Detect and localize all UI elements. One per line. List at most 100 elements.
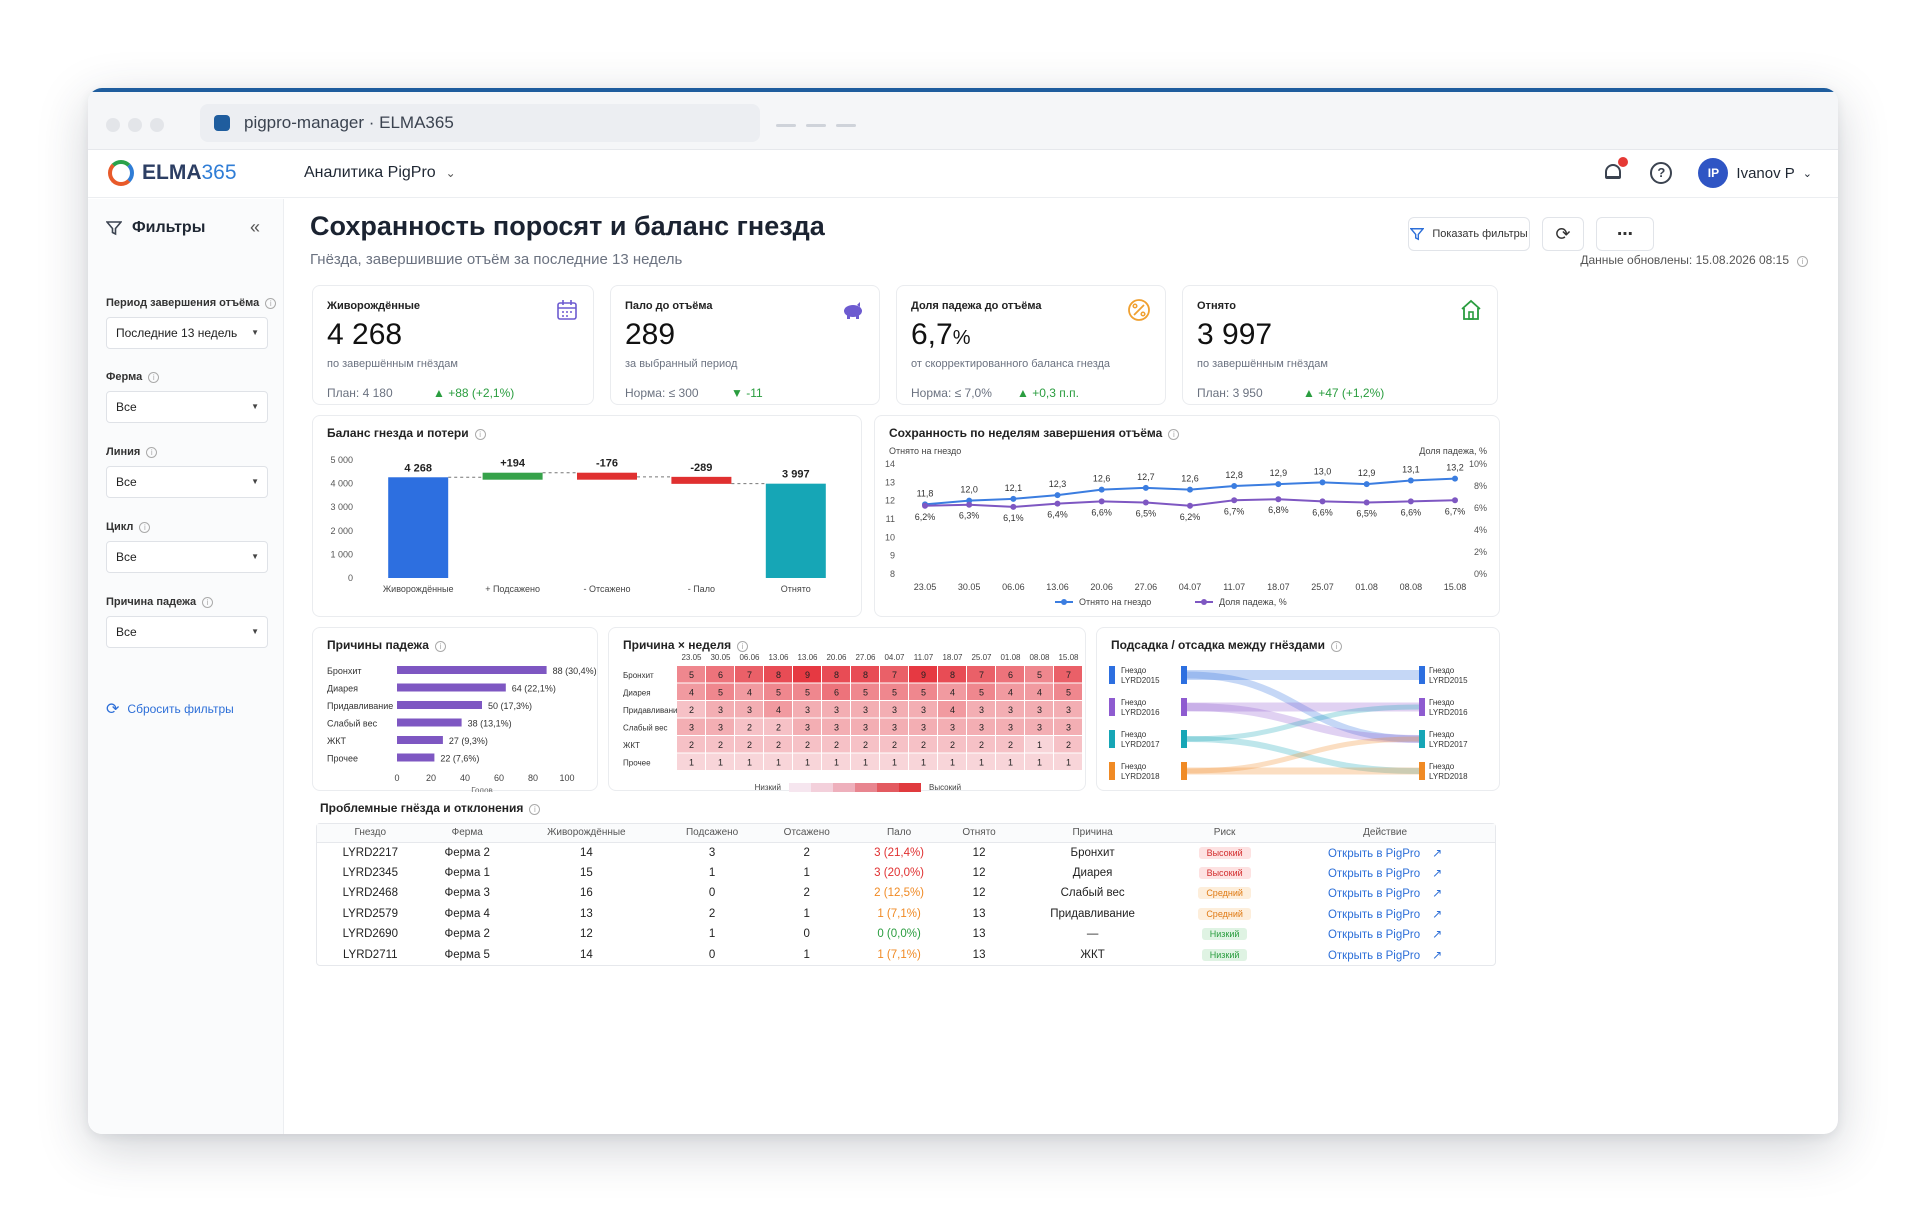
external-link-icon[interactable]: ↗ bbox=[1432, 865, 1443, 880]
window-minimize-dot[interactable] bbox=[128, 118, 142, 132]
main-content: Сохранность поросят и баланс гнезда Гнёз… bbox=[284, 199, 1838, 1134]
heatmap-cell bbox=[880, 718, 908, 735]
series-point bbox=[922, 502, 928, 509]
x-tick-label: 11.07 bbox=[1223, 582, 1245, 592]
column-header[interactable]: Подсажено bbox=[661, 824, 763, 843]
category-label: Придавливание bbox=[327, 701, 393, 711]
sankey-node-right bbox=[1419, 762, 1425, 780]
external-link-icon[interactable]: ↗ bbox=[1432, 906, 1443, 921]
cell-value: 9 bbox=[921, 670, 926, 680]
notifications-bell-icon[interactable] bbox=[1602, 157, 1629, 184]
info-icon: i bbox=[1797, 256, 1808, 267]
cell-value: 4 bbox=[950, 687, 955, 697]
open-in-pigpro-link[interactable]: Открыть в PigPro bbox=[1327, 929, 1421, 942]
column-header[interactable]: Причина bbox=[1011, 824, 1175, 843]
column-header[interactable]: Пало bbox=[851, 824, 948, 843]
heatmap-cell bbox=[706, 718, 734, 735]
heatmap-cell bbox=[677, 683, 705, 700]
collapse-sidebar-icon[interactable]: « bbox=[250, 217, 261, 237]
heatmap-cell bbox=[938, 701, 966, 718]
cell-value: 7 bbox=[979, 670, 984, 680]
external-link-icon[interactable]: ↗ bbox=[1432, 947, 1443, 962]
cycle-select[interactable]: Все ▼ bbox=[106, 541, 268, 573]
column-header[interactable]: Живорождённые bbox=[510, 824, 662, 843]
heatmap-cell bbox=[735, 666, 763, 683]
column-label: 13.06 bbox=[797, 653, 818, 662]
legend-swatch bbox=[1109, 666, 1115, 684]
y-tick-right: 10% bbox=[1469, 459, 1487, 469]
risk-badge: Средний bbox=[1198, 907, 1251, 920]
table-row[interactable]: LYRD2468 Ферма 3 16 0 2 2 (12,5%) 12 Слабый вес… bbox=[317, 883, 1495, 904]
info-icon: i bbox=[434, 641, 446, 652]
cell-dead: 3 (20,0%) bbox=[874, 866, 925, 879]
kpi-delta: ▼ -11 bbox=[731, 386, 763, 400]
window-maximize-dot[interactable] bbox=[150, 118, 164, 132]
help-icon[interactable]: ? bbox=[1650, 162, 1673, 184]
reset-filters-link[interactable]: ⟳ Сбросить фильтры bbox=[106, 701, 234, 718]
open-in-pigpro-link[interactable]: Открыть в PigPro bbox=[1327, 949, 1421, 962]
more-options-button[interactable]: ⋯ bbox=[1596, 217, 1654, 251]
table-row[interactable]: LYRD2690 Ферма 2 12 1 0 0 (0,0%) 13 — Низкий Откр… bbox=[317, 924, 1495, 945]
table-row[interactable]: LYRD2345 Ферма 1 15 1 1 3 (20,0%) 12 Диарея Высо… bbox=[317, 863, 1495, 884]
kpi-unit: % bbox=[952, 327, 971, 349]
column-header[interactable]: Отсажено bbox=[762, 824, 852, 843]
cell-farm: Ферма 3 bbox=[444, 887, 490, 900]
column-header[interactable]: Отнято bbox=[947, 824, 1012, 843]
elma-logo[interactable]: ELMA 365 bbox=[108, 160, 237, 186]
x-tick-label: 20.06 bbox=[1090, 582, 1113, 592]
column-header[interactable]: Ферма bbox=[423, 824, 511, 843]
user-menu[interactable]: IP Ivanov P ⌄ bbox=[1698, 158, 1812, 188]
house-icon bbox=[1461, 299, 1481, 320]
cell-removed: 2 bbox=[803, 887, 810, 900]
cause-select[interactable]: Все ▼ bbox=[106, 616, 268, 648]
farm-select[interactable]: Все ▼ bbox=[106, 391, 268, 423]
heatmap-cell bbox=[880, 666, 908, 683]
browser-tab[interactable]: pigpro-manager · ELMA365 bbox=[200, 104, 760, 142]
column-label: 11.07 bbox=[914, 653, 934, 662]
waterfall-bar bbox=[577, 472, 637, 480]
data-label: 6,8% bbox=[1268, 505, 1289, 515]
period-select[interactable]: Последние 13 недель ▼ bbox=[106, 317, 268, 349]
table-row[interactable]: LYRD2711 Ферма 5 14 0 1 1 (7,1%) 13 ЖКТ Низкий От… bbox=[317, 945, 1495, 966]
kpi-card-mortality: Доля падежа до отъёма 6,7% от скорректир… bbox=[896, 285, 1166, 405]
external-link-icon[interactable]: ↗ bbox=[1432, 886, 1443, 901]
waterfall-chart: 5 000 4 000 3 000 2 000 1 000 0 4 268 Живорождё… bbox=[330, 455, 826, 594]
open-in-pigpro-link[interactable]: Открыть в PigPro bbox=[1327, 847, 1421, 860]
cell-removed: 1 bbox=[803, 948, 810, 961]
cell-value: 2 bbox=[1066, 740, 1071, 750]
sankey-node-right bbox=[1419, 666, 1425, 684]
filter-label-line: Линия i bbox=[106, 446, 158, 458]
kpi-title: Пало до отъёма bbox=[625, 300, 713, 312]
x-tick-label: + Подсажено bbox=[485, 584, 540, 594]
heatmap-cell bbox=[1025, 736, 1053, 753]
open-in-pigpro-link[interactable]: Открыть в PigPro bbox=[1327, 867, 1421, 880]
show-filters-button[interactable]: Показать фильтры bbox=[1408, 217, 1530, 251]
cell-removed: 1 bbox=[803, 866, 810, 879]
table-row[interactable]: LYRD2217 Ферма 2 14 3 2 3 (21,4%) 12 Бронхит Выс… bbox=[317, 842, 1495, 863]
sankey-node-left bbox=[1181, 666, 1187, 684]
window-close-dot[interactable] bbox=[106, 118, 120, 132]
heatmap-cell bbox=[909, 718, 937, 735]
cell-value: 5 bbox=[718, 687, 723, 697]
app-selector[interactable]: Аналитика PigPro ⌄ bbox=[304, 164, 456, 182]
column-header[interactable]: Риск bbox=[1174, 824, 1276, 843]
table-row[interactable]: LYRD2579 Ферма 4 13 2 1 1 (7,1%) 13 Придавливан… bbox=[317, 904, 1495, 925]
x-tick-label: 25.07 bbox=[1311, 582, 1334, 592]
external-link-icon[interactable]: ↗ bbox=[1432, 845, 1443, 860]
column-label: 25.07 bbox=[971, 653, 992, 662]
open-in-pigpro-link[interactable]: Открыть в PigPro bbox=[1327, 888, 1421, 901]
line-select[interactable]: Все ▼ bbox=[106, 466, 268, 498]
column-header[interactable]: Действие bbox=[1275, 824, 1495, 843]
data-label: 12,7 bbox=[1137, 472, 1155, 482]
column-label: 20.06 bbox=[826, 653, 847, 662]
cell-risk: Низкий bbox=[1174, 924, 1275, 945]
logo-text: ELMA bbox=[142, 161, 202, 184]
refresh-button[interactable]: ⟳ bbox=[1542, 217, 1584, 251]
open-in-pigpro-link[interactable]: Открыть в PigPro bbox=[1327, 908, 1421, 921]
heatmap-cell bbox=[967, 666, 995, 683]
heatmap-cell bbox=[793, 683, 821, 700]
external-link-icon[interactable]: ↗ bbox=[1432, 927, 1443, 942]
column-header[interactable]: Гнездо bbox=[317, 824, 424, 843]
heatmap-cell bbox=[938, 736, 966, 753]
y-tick-left: 8 bbox=[890, 569, 895, 579]
